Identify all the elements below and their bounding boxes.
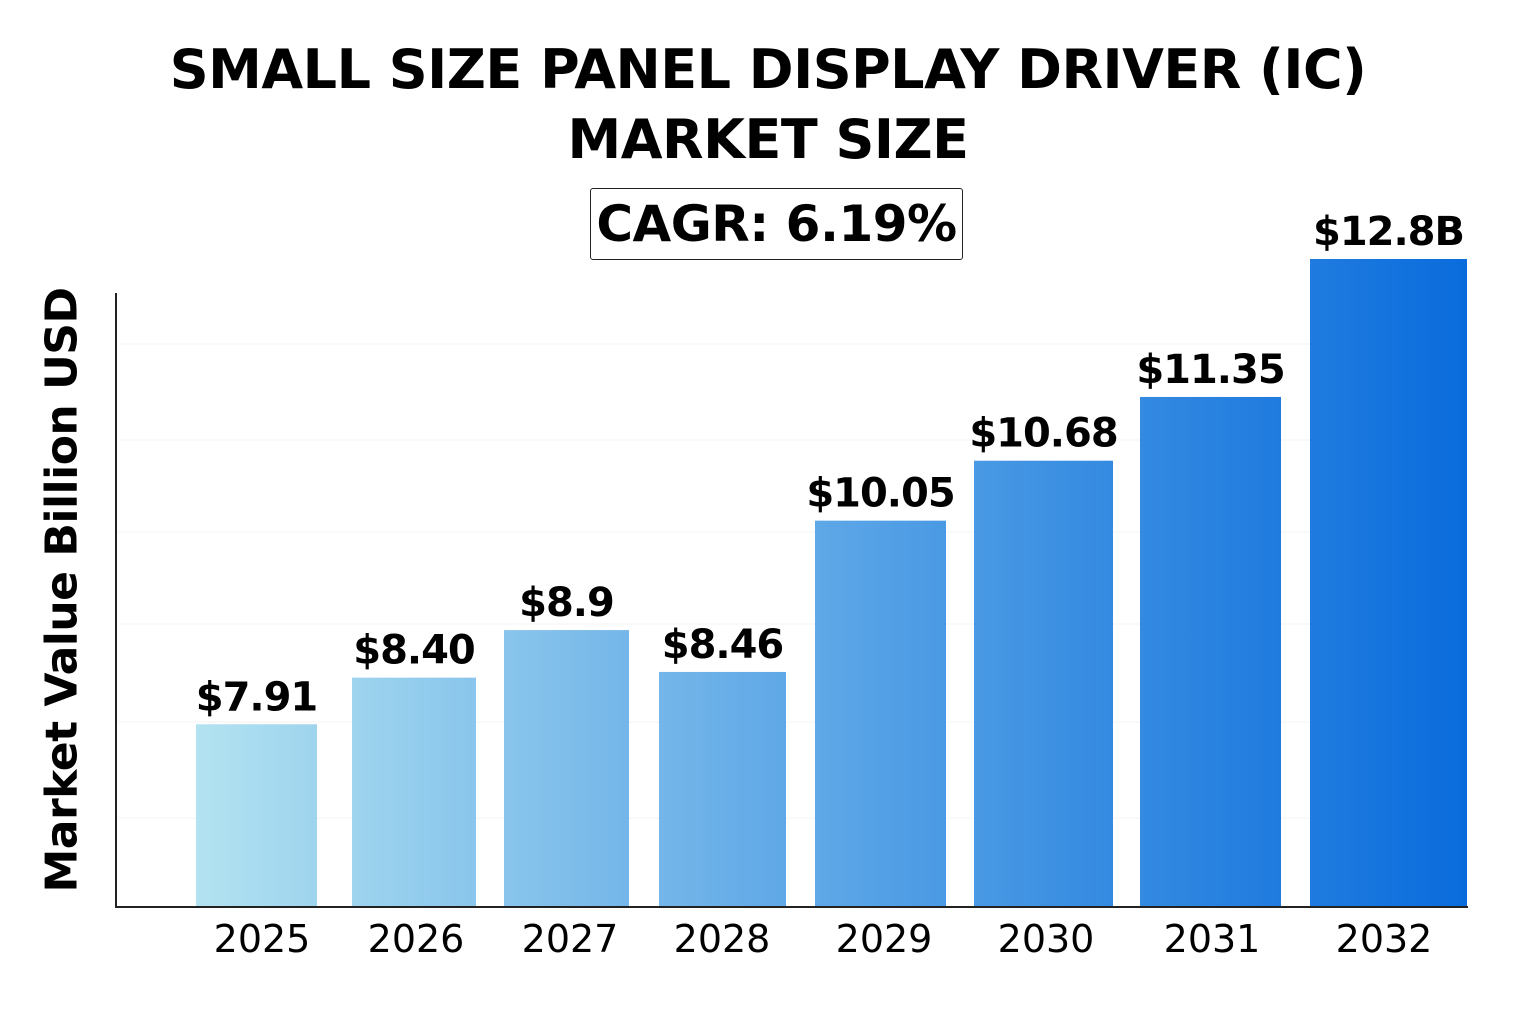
bar-2028 [659, 671, 786, 906]
x-tick-label-2030: 2030 [998, 917, 1095, 961]
chart-title-line-2: MARKET SIZE [567, 108, 969, 171]
bar-2032 [1310, 259, 1467, 906]
data-label-2031: $11.35 [1136, 347, 1284, 393]
bar-2030 [974, 460, 1113, 906]
x-tick-label-2025: 2025 [214, 917, 311, 961]
x-tick-label-2032: 2032 [1336, 917, 1433, 961]
data-label-2030: $10.68 [969, 411, 1117, 457]
x-tick-label-2028: 2028 [674, 917, 771, 961]
data-label-2028: $8.46 [662, 622, 784, 668]
bar-2025 [196, 724, 317, 906]
bar-2026 [352, 677, 476, 906]
chart-title-line-1: SMALL SIZE PANEL DISPLAY DRIVER (IC) [169, 38, 1367, 101]
x-tick-label-2029: 2029 [836, 917, 933, 961]
data-label-2026: $8.40 [353, 628, 475, 674]
bar-2027 [504, 630, 629, 906]
data-label-2032: $12.8B [1313, 209, 1464, 255]
x-tick-label-2026: 2026 [368, 917, 465, 961]
x-tick-label-2027: 2027 [522, 917, 619, 961]
cagr-badge: CAGR: 6.19% [590, 188, 963, 260]
bar-2031 [1140, 396, 1281, 906]
data-label-2025: $7.91 [196, 674, 318, 720]
data-label-2027: $8.9 [519, 580, 614, 626]
x-tick-label-2031: 2031 [1164, 917, 1261, 961]
data-label-2029: $10.05 [806, 471, 954, 517]
bar-2029 [815, 520, 946, 906]
